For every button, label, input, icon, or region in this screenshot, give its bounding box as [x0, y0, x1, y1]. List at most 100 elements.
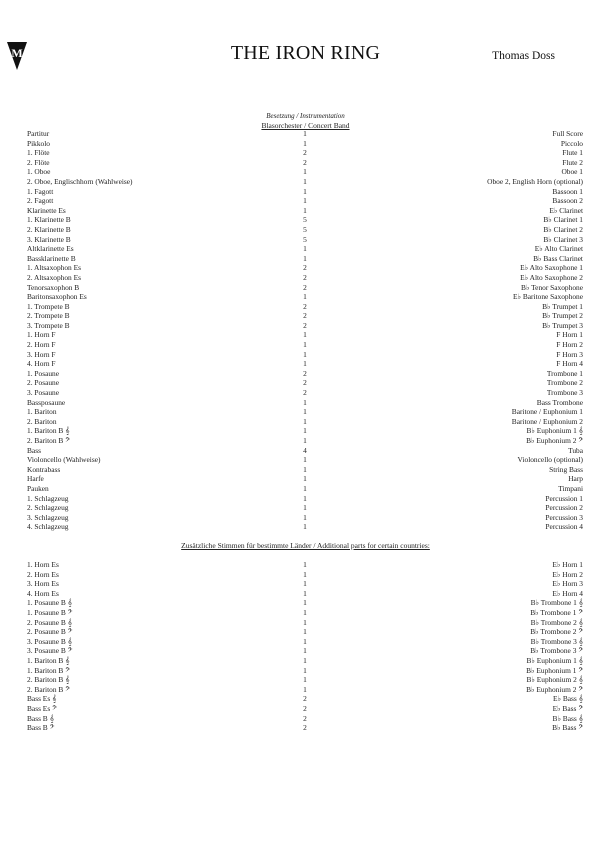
part-name-english: Baritone / Euphonium 2: [511, 416, 583, 426]
part-name-german: 2. Bariton B 𝄢: [27, 684, 70, 694]
part-row: 1. Klarinette B 5 B♭ Clarinet 1: [27, 215, 583, 225]
part-name-german: 2. Flöte: [27, 157, 50, 167]
part-name-english: E♭ Horn 2: [552, 569, 583, 579]
part-count: 5: [303, 234, 307, 244]
part-row: 4. Schlagzeug 1 Percussion 4: [27, 522, 583, 532]
part-name-english: B♭ Trumpet 1: [542, 301, 583, 311]
part-count: 1: [303, 397, 307, 407]
part-name-english: Bass Trombone: [536, 397, 583, 407]
part-count: 1: [303, 493, 307, 503]
part-count: 1: [303, 253, 307, 263]
part-name-german: 3. Schlagzeug: [27, 512, 69, 522]
part-name-german: 3. Posaune B 𝄞: [27, 636, 73, 646]
part-name-english: B♭ Trumpet 2: [542, 311, 583, 321]
part-count: 1: [303, 196, 307, 206]
part-count: 2: [303, 320, 307, 330]
part-name-english: E♭ Bass 𝄞: [552, 694, 583, 704]
part-name-german: 1. Altsaxophon Es: [27, 263, 81, 273]
part-row: 2. Klarinette B 5 B♭ Clarinet 2: [27, 225, 583, 235]
part-row: 3. Horn F 1 F Horn 3: [27, 350, 583, 360]
part-name-german: 2. Trompete B: [27, 311, 70, 321]
svg-text:M: M: [11, 46, 22, 60]
part-count: 1: [303, 416, 307, 426]
part-count: 2: [303, 694, 307, 704]
part-name-english: E♭ Horn 1: [552, 560, 583, 569]
part-name-german: 4. Schlagzeug: [27, 522, 69, 532]
part-name-german: 2. Bariton: [27, 416, 57, 426]
part-name-english: B♭ Trumpet 3: [542, 320, 583, 330]
part-row: Bass B 𝄢 2 B♭ Bass 𝄢: [27, 723, 583, 733]
part-name-english: Tuba: [568, 445, 583, 455]
part-row: Bassklarinette B 1 B♭ Bass Clarinet: [27, 254, 583, 264]
part-count: 1: [303, 617, 307, 627]
part-row: 1. Bariton B 𝄢 1 B♭ Euphonium 1 𝄢: [27, 666, 583, 676]
part-count: 2: [303, 703, 307, 713]
part-name-german: 2. Oboe, Englischhorn (Wahlweise): [27, 176, 133, 186]
part-name-german: 3. Klarinette B: [27, 234, 71, 244]
part-name-english: B♭ Trombone 3 𝄢: [530, 646, 583, 656]
part-row: 3. Posaune B 𝄞 1 B♭ Trombone 3 𝄞: [27, 637, 583, 647]
part-name-english: B♭ Euphonium 1 𝄞: [526, 426, 583, 436]
part-row: 2. Flöte 2 Flute 2: [27, 158, 583, 168]
part-name-german: 2. Posaune: [27, 378, 60, 388]
part-count: 1: [303, 436, 307, 445]
part-row: 4. Horn Es 1 E♭ Horn 4: [27, 589, 583, 599]
part-count: 2: [303, 378, 307, 388]
part-name-english: F Horn 2: [556, 340, 583, 350]
part-row: 3. Posaune B 𝄢 1 B♭ Trombone 3 𝄢: [27, 646, 583, 656]
part-count: 1: [303, 512, 307, 522]
part-name-english: Violoncello (optional): [517, 455, 583, 465]
part-name-english: Piccolo: [560, 138, 583, 148]
part-count: 1: [303, 205, 307, 215]
part-name-german: 1. Horn F: [27, 330, 56, 340]
part-name-german: 1. Klarinette B: [27, 215, 71, 225]
part-row: 3. Schlagzeug 1 Percussion 3: [27, 513, 583, 523]
part-name-german: Bass: [27, 445, 41, 455]
publisher-logo: M: [7, 42, 27, 70]
part-name-english: F Horn 4: [556, 359, 583, 369]
part-count: 2: [303, 388, 307, 398]
part-count: 1: [303, 569, 307, 579]
part-name-english: Percussion 2: [545, 503, 583, 513]
part-row: 3. Klarinette B 5 B♭ Clarinet 3: [27, 235, 583, 245]
part-row: 3. Horn Es 1 E♭ Horn 3: [27, 579, 583, 589]
part-name-english: E♭ Alto Clarinet: [534, 244, 583, 254]
part-row: 1. Bariton 1 Baritone / Euphonium 1: [27, 407, 583, 417]
part-name-english: Percussion 1: [545, 493, 583, 503]
part-name-german: 3. Horn Es: [27, 579, 59, 589]
part-name-german: Baritonsaxophon Es: [27, 292, 87, 302]
part-name-german: Harfe: [27, 474, 44, 484]
part-count: 5: [303, 215, 307, 225]
part-count: 2: [303, 263, 307, 273]
instrumentation-list: Partitur 1 Full Score Pikkolo 1 Piccolo 1. Flö…: [27, 129, 583, 532]
part-row: 1. Posaune 2 Trombone 1: [27, 369, 583, 379]
part-count: 1: [303, 503, 307, 513]
part-row: 1. Posaune B 𝄞 1 B♭ Trombone 1 𝄞: [27, 598, 583, 608]
part-count: 1: [303, 186, 307, 196]
part-name-german: 4. Horn Es: [27, 588, 59, 598]
part-name-german: 1. Posaune B 𝄢: [27, 607, 73, 617]
part-row: 1. Bariton B 𝄞 1 B♭ Euphonium 1 𝄞: [27, 426, 583, 436]
part-row: 2. Fagott 1 Bassoon 2: [27, 196, 583, 206]
part-count: 1: [303, 474, 307, 484]
part-count: 2: [303, 723, 307, 733]
part-count: 1: [303, 588, 307, 598]
part-row: 1. Horn F 1 F Horn 1: [27, 330, 583, 340]
part-name-german: Altklarinette Es: [27, 244, 74, 254]
part-row: 2. Horn Es 1 E♭ Horn 2: [27, 570, 583, 580]
part-name-german: Pauken: [27, 483, 49, 493]
part-row: Kontrabass 1 String Bass: [27, 465, 583, 475]
part-name-german: Bass Es 𝄢: [27, 703, 57, 713]
additional-parts-list: 1. Horn Es 1 E♭ Horn 1 2. Horn Es 1 E♭ Horn 2…: [27, 560, 583, 733]
part-row: 2. Bariton B 𝄢 1 B♭ Euphonium 2 𝄢: [27, 436, 583, 446]
part-name-german: Tenorsaxophon B: [27, 282, 80, 292]
part-count: 1: [303, 627, 307, 637]
part-row: Pikkolo 1 Piccolo: [27, 139, 583, 149]
part-count: 2: [303, 368, 307, 378]
part-row: Violoncello (Wahlweise) 1 Violoncello (opt…: [27, 455, 583, 465]
part-name-german: Bass Es 𝄞: [27, 694, 57, 704]
part-name-german: 1. Flöte: [27, 148, 50, 158]
part-name-english: B♭ Clarinet 1: [543, 215, 583, 225]
part-name-german: 2. Klarinette B: [27, 224, 71, 234]
part-count: 2: [303, 311, 307, 321]
